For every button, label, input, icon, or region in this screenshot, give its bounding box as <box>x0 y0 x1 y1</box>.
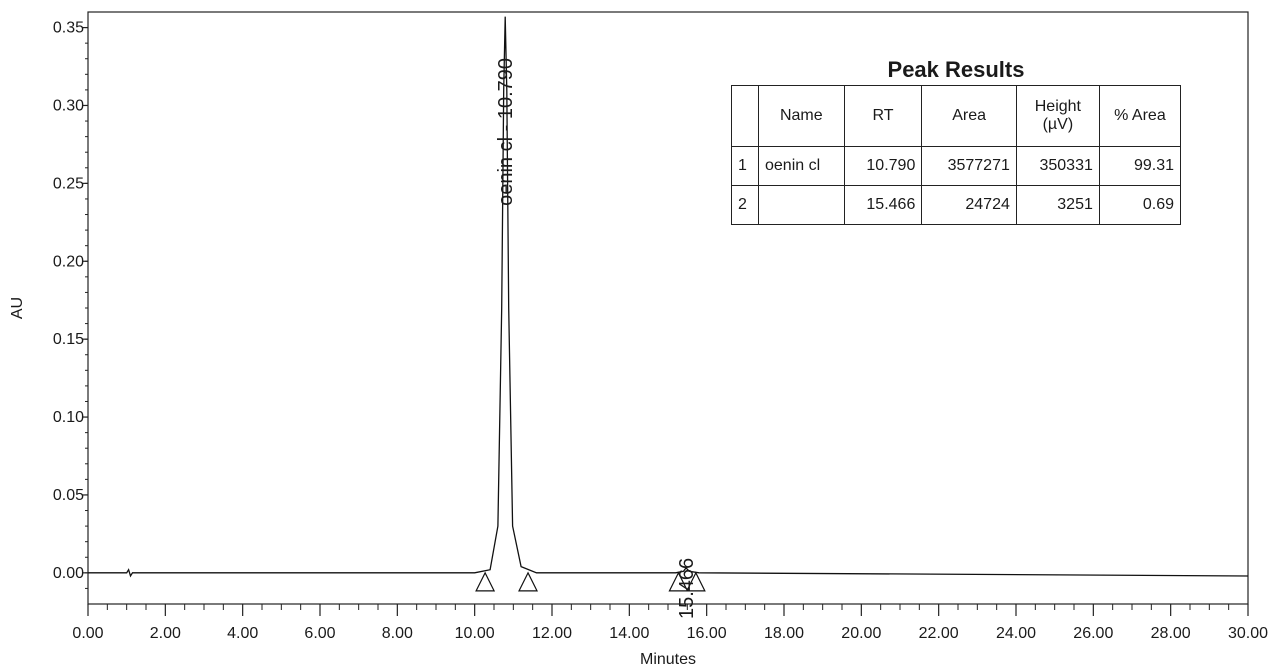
peak-results-title: Peak Results <box>887 57 1025 82</box>
row-pct-area: 0.69 <box>1098 185 1182 225</box>
table-header-row: Name RT Area Height (µV) % Area <box>731 85 1182 147</box>
x-tick-label: 10.00 <box>455 625 495 642</box>
y-tick-label: 0.05 <box>53 487 84 504</box>
col-area-header: Area <box>921 85 1017 147</box>
x-axis: 0.00 2.00 4.00 6.00 8.00 10.00 12.00 14.00 16.00… <box>72 604 1268 642</box>
x-tick-label: 30.00 <box>1228 625 1268 642</box>
x-tick-label: 2.00 <box>150 625 181 642</box>
x-tick-label: 18.00 <box>764 625 804 642</box>
peak-label: 15.466 <box>676 558 698 619</box>
table-row: 2 15.466 24724 3251 0.69 <box>731 185 1182 225</box>
y-axis: 0.00 0.05 0.10 0.15 0.20 0.25 0.30 0.35 <box>53 20 88 589</box>
row-rt: 10.790 <box>843 146 923 186</box>
x-tick-label: 6.00 <box>304 625 335 642</box>
y-tick-label: 0.20 <box>53 253 84 270</box>
integration-marker-icon <box>668 571 689 592</box>
col-name-header: Name <box>758 85 845 147</box>
integration-marker-icon <box>475 571 496 592</box>
x-tick-label: 4.00 <box>227 625 258 642</box>
peak-results-panel: Peak Results Name RT Area Height (µV) % … <box>731 55 1182 225</box>
y-tick-label: 0.25 <box>53 175 84 192</box>
x-tick-label: 22.00 <box>919 625 959 642</box>
row-name: oenin cl <box>758 146 845 186</box>
x-tick-label: 26.00 <box>1073 625 1113 642</box>
table-row: 1 oenin cl 10.790 3577271 350331 99.31 <box>731 146 1182 186</box>
col-height-header: Height (µV) <box>1015 85 1100 147</box>
row-height: 3251 <box>1015 185 1100 225</box>
integration-marker-icon <box>518 571 538 592</box>
y-tick-label: 0.15 <box>53 331 84 348</box>
row-name <box>758 185 845 225</box>
x-tick-label: 20.00 <box>841 625 881 642</box>
row-pct-area: 99.31 <box>1098 146 1182 186</box>
y-tick-label: 0.35 <box>53 20 84 37</box>
integration-markers <box>475 571 706 592</box>
col-pct-area-header: % Area <box>1098 85 1182 147</box>
x-tick-label: 0.00 <box>72 625 103 642</box>
y-tick-label: 0.30 <box>53 97 84 114</box>
x-tick-label: 12.00 <box>532 625 572 642</box>
x-tick-label: 16.00 <box>687 625 727 642</box>
row-area: 24724 <box>921 185 1017 225</box>
col-index-header <box>731 85 759 147</box>
y-tick-label: 0.00 <box>53 565 84 582</box>
row-index: 1 <box>731 146 759 186</box>
peak-labels: oenin cl - 10.790 15.466 <box>495 58 698 619</box>
row-rt: 15.466 <box>843 185 923 225</box>
peak-label: oenin cl - 10.790 <box>495 58 517 206</box>
peak-results-table: Name RT Area Height (µV) % Area 1 oenin … <box>731 85 1182 225</box>
y-tick-label: 0.10 <box>53 409 84 426</box>
x-tick-label: 28.00 <box>1151 625 1191 642</box>
row-index: 2 <box>731 185 759 225</box>
x-tick-label: 8.00 <box>382 625 413 642</box>
x-tick-label: 14.00 <box>609 625 649 642</box>
chromatogram-trace <box>88 16 1249 578</box>
col-rt-header: RT <box>843 85 923 147</box>
x-axis-title: Minutes <box>640 651 696 668</box>
row-area: 3577271 <box>921 146 1017 186</box>
x-tick-label: 24.00 <box>996 625 1036 642</box>
integration-marker-icon <box>685 571 706 592</box>
row-height: 350331 <box>1015 146 1100 186</box>
y-axis-title: AU <box>9 297 26 319</box>
